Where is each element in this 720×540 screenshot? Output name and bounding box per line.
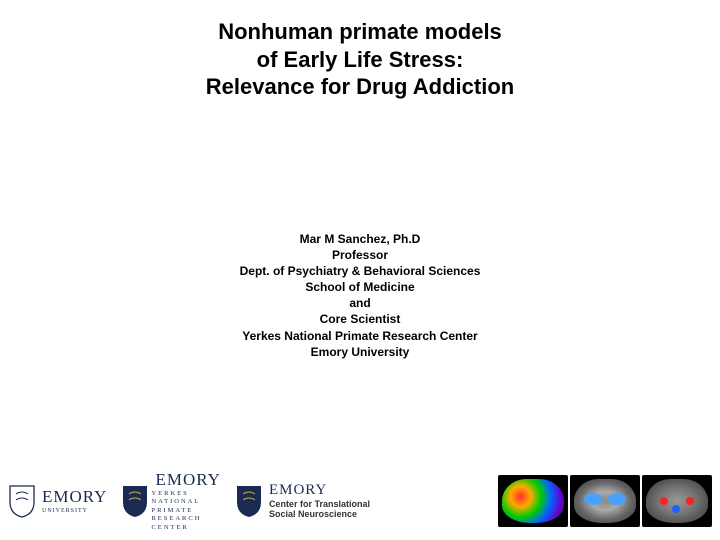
title-line-1: Nonhuman primate models	[0, 18, 720, 46]
brain-image-strip	[498, 475, 712, 527]
shield-icon	[235, 484, 263, 518]
yerkes-text: YERKES NATIONAL PRIMATE RESEARCH CENTER	[151, 490, 220, 532]
author-line: Core Scientist	[0, 311, 720, 327]
shield-icon	[8, 484, 36, 518]
emory-wordmark: EMORY	[42, 487, 107, 507]
title-line-3: Relevance for Drug Addiction	[0, 73, 720, 101]
ctsn-text: Center for Translational Social Neurosci…	[269, 499, 370, 520]
emory-university-logo: EMORY UNIVERSITY	[8, 484, 107, 518]
slide-title: Nonhuman primate models of Early Life St…	[0, 0, 720, 101]
brain-scan-tractography	[498, 475, 568, 527]
emory-wordmark: EMORY	[155, 470, 220, 490]
author-line: Mar M Sanchez, Ph.D	[0, 231, 720, 247]
author-line: Yerkes National Primate Research Center	[0, 328, 720, 344]
shield-icon	[121, 484, 149, 518]
author-line: Professor	[0, 247, 720, 263]
logo-row: EMORY UNIVERSITY EMORY YERKES NATIONAL P…	[0, 470, 720, 532]
emory-yerkes-logo: EMORY YERKES NATIONAL PRIMATE RESEARCH C…	[121, 470, 220, 532]
emory-ctsn-logo: EMORY Center for Translational Social Ne…	[235, 482, 370, 520]
author-line: Dept. of Psychiatry & Behavioral Science…	[0, 263, 720, 279]
author-line: Emory University	[0, 344, 720, 360]
title-line-2: of Early Life Stress:	[0, 46, 720, 74]
emory-subtext: UNIVERSITY	[42, 508, 107, 515]
emory-wordmark: EMORY	[269, 482, 370, 499]
author-line: and	[0, 295, 720, 311]
brain-scan-axial-highlight	[570, 475, 640, 527]
author-block: Mar M Sanchez, Ph.D Professor Dept. of P…	[0, 231, 720, 361]
brain-scan-axial-activation	[642, 475, 712, 527]
author-line: School of Medicine	[0, 279, 720, 295]
